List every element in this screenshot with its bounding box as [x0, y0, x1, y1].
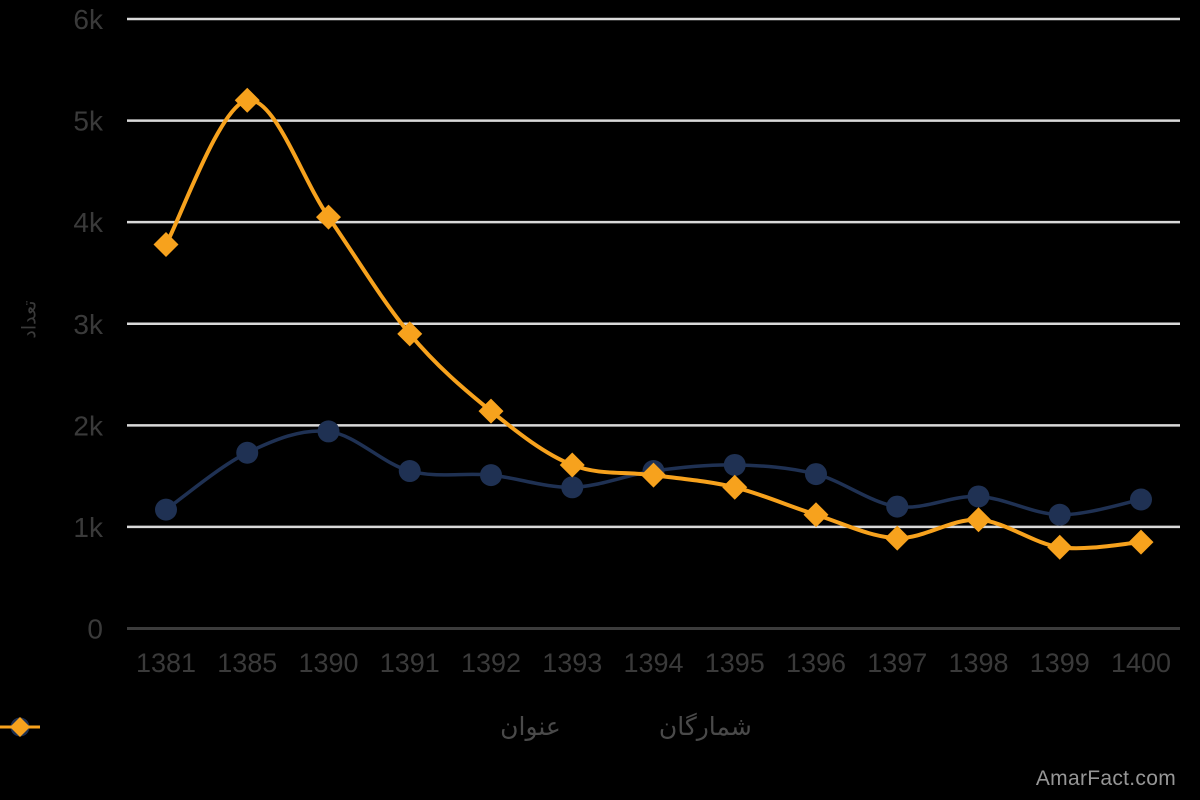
x-axis-tick-label[interactable]: 1400 — [1111, 648, 1171, 678]
y-axis-title: تعداد — [19, 300, 41, 339]
y-axis-tick-label: 5k — [73, 106, 104, 137]
x-axis-tick-label[interactable]: 1385 — [217, 648, 277, 678]
watermark-text: AmarFact.com — [1035, 767, 1176, 790]
y-axis-tick-label: 4k — [73, 207, 104, 238]
x-axis-tick-label[interactable]: 1397 — [867, 648, 927, 678]
diamond-data-point-marker[interactable] — [884, 525, 910, 551]
y-axis-tick-label: 6k — [73, 4, 104, 35]
circle-data-point-marker[interactable] — [1130, 488, 1152, 511]
legend-item-circle-series[interactable]: عنوان — [0, 712, 561, 741]
circle-data-point-marker[interactable] — [155, 498, 177, 521]
x-axis-tick-label[interactable]: 1391 — [380, 648, 440, 678]
legend-item-diamond-series[interactable]: شمارگان — [0, 712, 752, 741]
diamond-marker-icon — [0, 714, 647, 740]
legend-label: شمارگان — [658, 712, 752, 741]
circle-data-point-marker[interactable] — [398, 460, 421, 483]
legend: عنوان شمارگان — [0, 714, 1200, 740]
diamond-data-point-marker[interactable] — [1047, 534, 1073, 560]
circle-data-point-marker[interactable] — [317, 420, 340, 443]
diamond-data-point-marker[interactable] — [966, 507, 991, 533]
legend-label: عنوان — [500, 712, 561, 741]
circle-data-point-marker[interactable] — [886, 495, 909, 518]
y-axis-tick-label: 1k — [73, 512, 104, 543]
x-axis-tick-label[interactable]: 1394 — [623, 648, 683, 678]
circle-data-point-marker[interactable] — [1048, 503, 1071, 526]
circle-data-point-marker[interactable] — [967, 485, 990, 508]
x-axis-tick-label[interactable]: 1396 — [786, 648, 846, 678]
diamond-data-point-marker[interactable] — [722, 474, 748, 500]
diamond-data-point-marker[interactable] — [803, 502, 829, 528]
diamond-data-point-marker[interactable] — [234, 87, 260, 113]
circle-marker-icon — [0, 714, 488, 740]
circle-data-point-marker[interactable] — [805, 463, 827, 486]
circle-data-point-marker[interactable] — [561, 476, 584, 499]
diamond-data-point-marker[interactable] — [397, 321, 423, 347]
line-chart-plot: 0 1k 2k 3k 4k 5k 6k 1381 1385 1390 1391 1392 1393 139… — [73, 4, 1180, 678]
circle-data-point-marker[interactable] — [480, 464, 502, 487]
x-axis-tick-label[interactable]: 1399 — [1030, 648, 1090, 678]
diamond-data-point-marker[interactable] — [641, 462, 666, 488]
circle-data-point-marker[interactable] — [236, 441, 259, 464]
diamond-data-point-marker[interactable] — [1128, 529, 1154, 555]
y-axis-tick-label: 2k — [73, 410, 104, 441]
diamond-data-point-marker[interactable] — [559, 452, 585, 478]
x-axis-tick-label[interactable]: 1381 — [136, 648, 196, 678]
x-axis-tick-label[interactable]: 1398 — [948, 648, 1008, 678]
x-axis-tick-label[interactable]: 1393 — [542, 648, 602, 678]
y-axis-tick-label: 3k — [73, 309, 104, 340]
diamond-data-point-marker[interactable] — [478, 398, 504, 424]
y-axis-tick-label: 0 — [87, 614, 103, 645]
x-axis-tick-label[interactable]: 1395 — [705, 648, 765, 678]
x-axis-tick-label[interactable]: 1390 — [298, 648, 358, 678]
diamond-data-point-marker[interactable] — [153, 232, 179, 258]
x-axis-tick-label[interactable]: 1392 — [461, 648, 521, 678]
circle-data-point-marker[interactable] — [723, 453, 746, 476]
diamond-data-point-marker[interactable] — [316, 204, 341, 230]
